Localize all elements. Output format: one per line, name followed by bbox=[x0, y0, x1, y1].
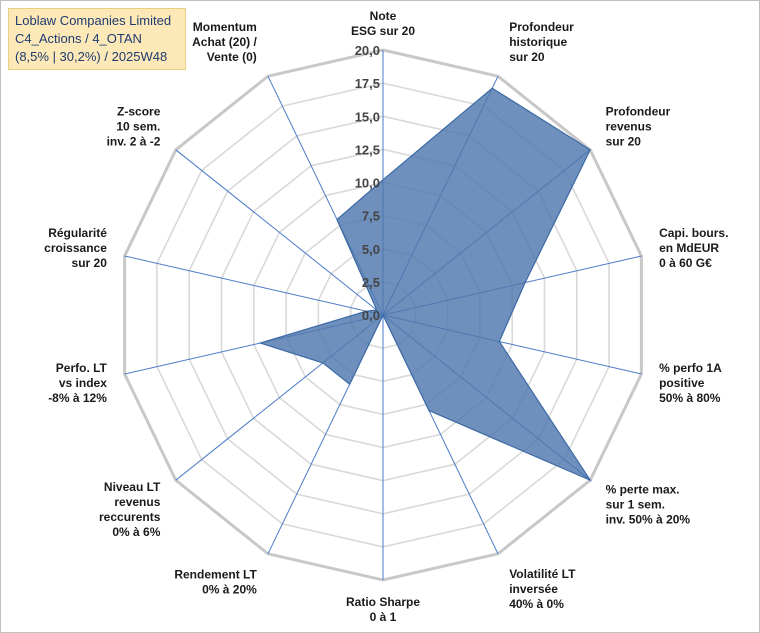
axis-label: Ratio Sharpe 0 à 1 bbox=[346, 595, 420, 624]
title-line-category: C4_Actions / 4_OTAN bbox=[15, 31, 142, 46]
tick-label: 20,0 bbox=[355, 43, 380, 58]
axis-label: Perfo. LT vs index -8% à 12% bbox=[48, 361, 107, 405]
tick-label: 7,5 bbox=[362, 209, 380, 224]
title-line-stats: (8,5% | 30,2%) / 2025W48 bbox=[15, 49, 168, 64]
axis-label: Rendement LT 0% à 20% bbox=[174, 568, 257, 597]
axis-label: Note ESG sur 20 bbox=[351, 9, 415, 38]
tick-label: 12,5 bbox=[355, 142, 380, 157]
title-line-company: Loblaw Companies Limited bbox=[15, 13, 172, 28]
axis-spoke bbox=[124, 255, 384, 316]
tick-label: 0,0 bbox=[362, 308, 380, 323]
tick-label: 15,0 bbox=[355, 109, 380, 124]
tick-label: 5,0 bbox=[362, 242, 380, 257]
axis-label: % perfo 1A positive 50% à 80% bbox=[659, 361, 722, 405]
axis-label: Profondeur historique sur 20 bbox=[509, 20, 574, 64]
tick-label: 10,0 bbox=[355, 176, 380, 191]
axis-label: Niveau LT revenus reccurents 0% à 6% bbox=[99, 480, 161, 539]
chart-title-box: Loblaw Companies Limited C4_Actions / 4_… bbox=[8, 8, 186, 70]
axis-label: Z-score 10 sem. inv. 2 à -2 bbox=[107, 104, 161, 148]
axis-label: Capi. bours. en MdEUR 0 à 60 G€ bbox=[659, 226, 728, 270]
axis-spoke bbox=[175, 149, 384, 316]
axis-label: Profondeur revenus sur 20 bbox=[606, 104, 671, 148]
axis-label: % perte max. sur 1 sem. inv. 50% à 20% bbox=[606, 483, 691, 527]
tick-label: 17,5 bbox=[355, 76, 380, 91]
axis-label: Régularité croissance sur 20 bbox=[44, 226, 107, 270]
axis-label: Momentum Achat (20) / Vente (0) bbox=[192, 20, 257, 64]
axis-label: Volatilité LT inversée 40% à 0% bbox=[509, 567, 576, 611]
data-area bbox=[258, 87, 592, 482]
tick-label: 2,5 bbox=[362, 275, 380, 290]
